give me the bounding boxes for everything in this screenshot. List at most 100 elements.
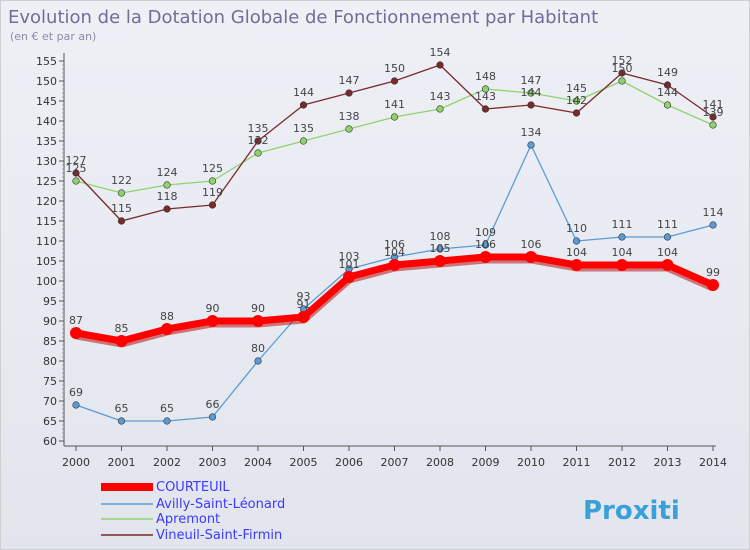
series-line-avilly-saint-leonard bbox=[75, 144, 714, 422]
axes: 60 65 70 75 80 85 90 95 100 105 110 115 120 125 130 135… bbox=[36, 53, 727, 469]
data-label-avilly-saint-leonard: 111 bbox=[657, 218, 678, 231]
y-tick-label: 60 bbox=[43, 435, 57, 448]
legend-label-courteuil: COURTEUIL bbox=[156, 480, 230, 495]
x-tick-label: 2007 bbox=[381, 456, 409, 469]
data-label-courteuil: 85 bbox=[115, 322, 129, 335]
data-point-vineuil-saint-firmin bbox=[163, 205, 171, 213]
data-label-avilly-saint-leonard: 110 bbox=[566, 222, 587, 235]
data-point-courteuil bbox=[570, 259, 583, 271]
data-label-vineuil-saint-firmin: 141 bbox=[703, 98, 724, 111]
data-label-avilly-saint-leonard: 65 bbox=[160, 402, 174, 415]
data-label-vineuil-saint-firmin: 154 bbox=[430, 46, 451, 59]
x-tick-label: 2006 bbox=[335, 456, 363, 469]
data-label-courteuil: 99 bbox=[706, 266, 720, 279]
y-tick-label: 95 bbox=[43, 295, 57, 308]
x-tick-label: 2005 bbox=[290, 456, 318, 469]
data-point-avilly-saint-leonard bbox=[527, 141, 535, 149]
y-tick-label: 130 bbox=[36, 155, 57, 168]
data-label-vineuil-saint-firmin: 152 bbox=[612, 54, 633, 67]
y-tick-label: 80 bbox=[43, 355, 57, 368]
data-label-apremont: 125 bbox=[66, 162, 87, 175]
legend-label-vineuil-saint-firmin: Vineuil-Saint-Firmin bbox=[156, 528, 282, 543]
data-point-courteuil bbox=[115, 335, 128, 347]
data-point-apremont bbox=[527, 89, 535, 97]
data-point-apremont bbox=[572, 97, 581, 105]
data-point-avilly-saint-leonard bbox=[481, 241, 490, 249]
data-label-courteuil: 88 bbox=[160, 310, 174, 323]
data-label-avilly-saint-leonard: 134 bbox=[521, 126, 542, 139]
y-tick-label: 85 bbox=[43, 335, 57, 348]
data-label-apremont: 150 bbox=[612, 62, 633, 75]
y-tick-label: 115 bbox=[36, 215, 57, 228]
data-point-apremont bbox=[163, 181, 171, 189]
y-tick-label: 155 bbox=[36, 55, 57, 68]
y-tick-label: 75 bbox=[43, 375, 57, 388]
x-tick-label: 2010 bbox=[517, 456, 545, 469]
data-point-apremont bbox=[345, 125, 353, 133]
data-point-courteuil bbox=[707, 279, 719, 291]
data-point-avilly-saint-leonard bbox=[572, 237, 581, 245]
x-tick-label: 2000 bbox=[62, 456, 90, 469]
legend: COURTEUIL Avilly-Saint-LéonardApremontVin… bbox=[101, 480, 285, 543]
data-point-apremont bbox=[618, 77, 626, 85]
data-label-apremont: 147 bbox=[521, 74, 542, 87]
x-tick-label: 2009 bbox=[472, 456, 500, 469]
data-point-avilly-saint-leonard bbox=[709, 221, 717, 229]
y-tick-label: 90 bbox=[43, 315, 57, 328]
legend-label-avilly-saint-leonard: Avilly-Saint-Léonard bbox=[156, 497, 285, 512]
data-label-avilly-saint-leonard: 69 bbox=[69, 386, 83, 399]
data-label-vineuil-saint-firmin: 135 bbox=[248, 122, 269, 135]
data-point-vineuil-saint-firmin bbox=[390, 77, 399, 85]
data-label-vineuil-saint-firmin: 127 bbox=[66, 154, 87, 167]
data-point-avilly-saint-leonard bbox=[618, 233, 626, 241]
data-label-apremont: 122 bbox=[111, 174, 132, 187]
data-label-avilly-saint-leonard: 108 bbox=[430, 230, 451, 243]
y-tick-label: 150 bbox=[36, 75, 57, 88]
data-label-courteuil: 90 bbox=[251, 302, 265, 315]
data-point-vineuil-saint-firmin bbox=[481, 105, 490, 113]
data-label-avilly-saint-leonard: 111 bbox=[612, 218, 633, 231]
data-label-apremont: 144 bbox=[657, 86, 678, 99]
data-label-vineuil-saint-firmin: 118 bbox=[157, 190, 178, 203]
data-point-courteuil bbox=[525, 251, 537, 263]
data-label-avilly-saint-leonard: 106 bbox=[384, 238, 405, 251]
labels-layer: 69 65 65 66 80 93 103 106 108 109 134 110 111 111 114 1… bbox=[66, 46, 724, 415]
data-point-avilly-saint-leonard bbox=[254, 357, 262, 365]
data-point-courteuil bbox=[661, 259, 674, 271]
data-label-apremont: 125 bbox=[202, 162, 223, 175]
data-point-vineuil-saint-firmin bbox=[117, 217, 126, 225]
x-tick-label: 2013 bbox=[654, 456, 682, 469]
data-label-courteuil: 106 bbox=[521, 238, 542, 251]
data-label-vineuil-saint-firmin: 147 bbox=[339, 74, 360, 87]
data-label-vineuil-saint-firmin: 143 bbox=[475, 90, 496, 103]
data-label-courteuil: 104 bbox=[612, 246, 633, 259]
data-label-apremont: 138 bbox=[339, 110, 360, 123]
data-label-apremont: 141 bbox=[384, 98, 405, 111]
y-tick-label: 105 bbox=[36, 255, 57, 268]
data-point-vineuil-saint-firmin bbox=[208, 201, 217, 209]
x-tick-label: 2002 bbox=[153, 456, 181, 469]
data-point-avilly-saint-leonard bbox=[117, 417, 126, 425]
y-tick-label: 100 bbox=[36, 275, 57, 288]
data-label-courteuil: 104 bbox=[384, 246, 405, 259]
data-point-vineuil-saint-firmin bbox=[618, 69, 626, 77]
data-point-apremont bbox=[208, 177, 217, 185]
data-point-vineuil-saint-firmin bbox=[663, 81, 672, 89]
data-point-avilly-saint-leonard bbox=[436, 245, 444, 253]
data-label-apremont: 148 bbox=[475, 70, 496, 83]
data-label-avilly-saint-leonard: 80 bbox=[251, 342, 265, 355]
data-point-vineuil-saint-firmin bbox=[436, 61, 444, 69]
data-point-courteuil bbox=[388, 259, 401, 271]
x-tick-label: 2003 bbox=[199, 456, 227, 469]
y-tick-label: 65 bbox=[43, 415, 57, 428]
y-tick-label: 110 bbox=[36, 235, 57, 248]
data-label-apremont: 143 bbox=[430, 90, 451, 103]
x-tick-label: 2001 bbox=[108, 456, 136, 469]
legend-label-apremont: Apremont bbox=[156, 512, 220, 527]
data-point-courteuil bbox=[616, 259, 628, 271]
data-point-apremont bbox=[481, 85, 490, 93]
data-point-avilly-saint-leonard bbox=[208, 413, 217, 421]
y-tick-label: 125 bbox=[36, 175, 57, 188]
data-point-avilly-saint-leonard bbox=[663, 233, 672, 241]
